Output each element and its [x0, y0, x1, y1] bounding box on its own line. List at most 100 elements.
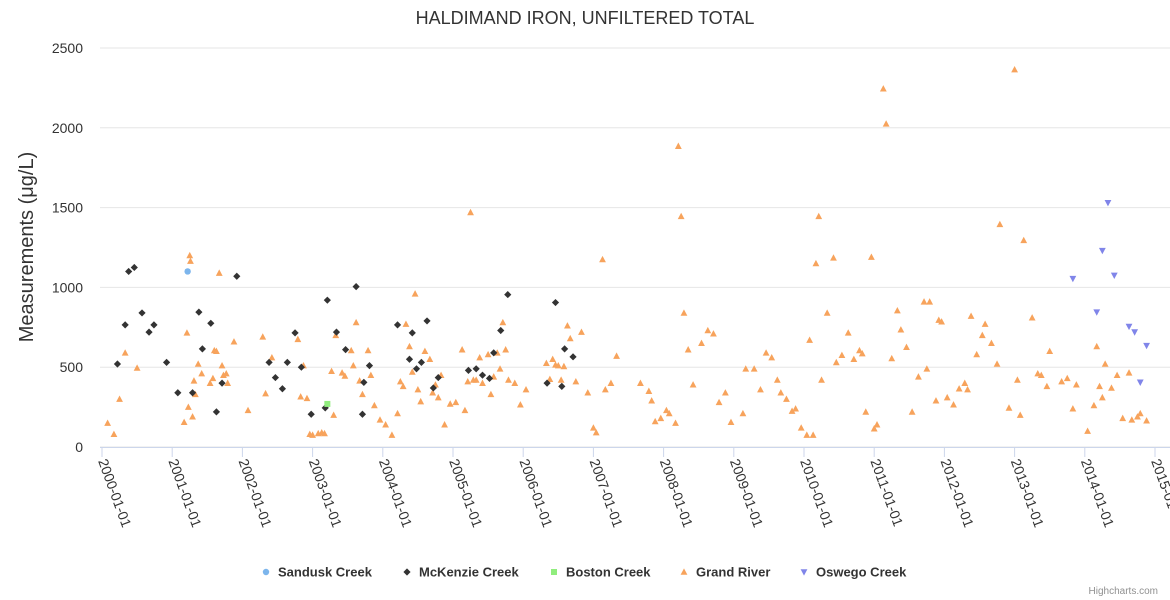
data-point — [352, 318, 360, 326]
data-point — [888, 354, 896, 362]
data-point — [464, 377, 472, 385]
data-point — [665, 409, 673, 417]
data-point — [1104, 200, 1112, 207]
data-point — [341, 372, 349, 379]
data-point — [903, 343, 910, 351]
data-point — [297, 393, 305, 400]
legend-item-grand-river[interactable]: Grand River — [680, 565, 771, 580]
data-point — [412, 365, 421, 373]
data-point — [324, 400, 331, 407]
data-point — [558, 382, 566, 390]
data-points — [104, 65, 1150, 438]
data-point — [309, 431, 316, 438]
data-point — [1069, 405, 1077, 412]
legend-item-oswego-creek[interactable]: Oswego Creek — [800, 565, 907, 580]
data-point — [472, 376, 480, 383]
data-point — [823, 309, 831, 316]
data-point — [1005, 404, 1013, 411]
data-point — [206, 379, 214, 386]
data-point — [162, 358, 171, 367]
data-point — [648, 397, 656, 404]
data-point — [1093, 342, 1101, 350]
legend-item-mckenzie-creek[interactable]: McKenzie Creek — [403, 565, 519, 580]
data-point — [750, 365, 758, 372]
data-point — [328, 367, 335, 374]
data-point — [207, 319, 215, 327]
data-point — [613, 352, 620, 359]
data-point — [1096, 382, 1103, 390]
data-point — [429, 384, 437, 392]
data-point — [1136, 409, 1144, 417]
data-point — [359, 390, 366, 398]
data-point — [856, 346, 863, 354]
data-point — [645, 387, 653, 394]
data-point — [349, 362, 357, 369]
data-point — [212, 408, 221, 416]
data-point — [955, 385, 963, 392]
data-point — [332, 328, 341, 336]
data-point — [321, 429, 328, 437]
y-tick-label: 1500 — [52, 200, 83, 216]
data-point — [133, 364, 141, 371]
series-boston-creek — [324, 400, 331, 407]
data-point — [130, 263, 138, 272]
data-point — [511, 379, 519, 386]
data-point — [233, 272, 241, 280]
data-point — [973, 350, 981, 358]
data-point — [222, 369, 230, 377]
data-point — [382, 421, 390, 428]
data-point — [1063, 374, 1071, 382]
data-point — [689, 381, 697, 388]
data-point — [1119, 414, 1127, 422]
data-point — [441, 421, 448, 428]
data-point — [1136, 379, 1144, 386]
legend-item-sandusk-creek[interactable]: Sandusk Creek — [262, 565, 373, 580]
data-point — [417, 397, 425, 405]
data-point — [1125, 323, 1133, 331]
data-point — [1090, 401, 1098, 409]
data-point — [265, 358, 273, 367]
data-point — [476, 354, 484, 361]
data-point — [487, 390, 495, 398]
data-point — [187, 257, 194, 264]
data-point — [809, 431, 817, 438]
legend-item-boston-creek[interactable]: Boston Creek — [551, 565, 651, 580]
data-point — [411, 290, 419, 297]
data-point — [323, 296, 331, 304]
data-point — [981, 320, 989, 327]
data-point — [657, 414, 665, 422]
data-point — [792, 405, 799, 412]
data-point — [590, 424, 597, 431]
data-point — [584, 389, 592, 396]
data-point — [572, 377, 580, 385]
data-point — [663, 406, 670, 414]
data-point — [578, 328, 585, 335]
series-oswego-creek — [1069, 200, 1150, 386]
data-point — [943, 393, 951, 401]
data-point — [569, 353, 577, 361]
data-point — [180, 418, 188, 426]
data-point — [145, 328, 153, 336]
y-axis-ticks: 0 500 1000 1500 2000 2500 — [52, 40, 83, 455]
data-point — [367, 371, 375, 378]
data-point — [467, 208, 474, 216]
data-point — [434, 393, 442, 401]
data-point — [198, 345, 206, 353]
data-point — [651, 417, 659, 425]
data-point — [174, 389, 182, 397]
data-point — [762, 349, 770, 356]
data-point — [1143, 342, 1150, 350]
data-point — [198, 369, 206, 377]
data-point — [1084, 427, 1092, 434]
credits-link[interactable]: Highcharts.com — [1089, 586, 1158, 597]
data-point — [271, 373, 279, 382]
data-point — [908, 408, 916, 415]
data-point — [183, 329, 191, 336]
y-tick-label: 1000 — [52, 279, 83, 295]
data-point — [402, 320, 410, 327]
data-point — [599, 255, 606, 263]
data-point — [1014, 376, 1021, 383]
data-point — [268, 354, 276, 361]
data-point — [490, 349, 498, 357]
